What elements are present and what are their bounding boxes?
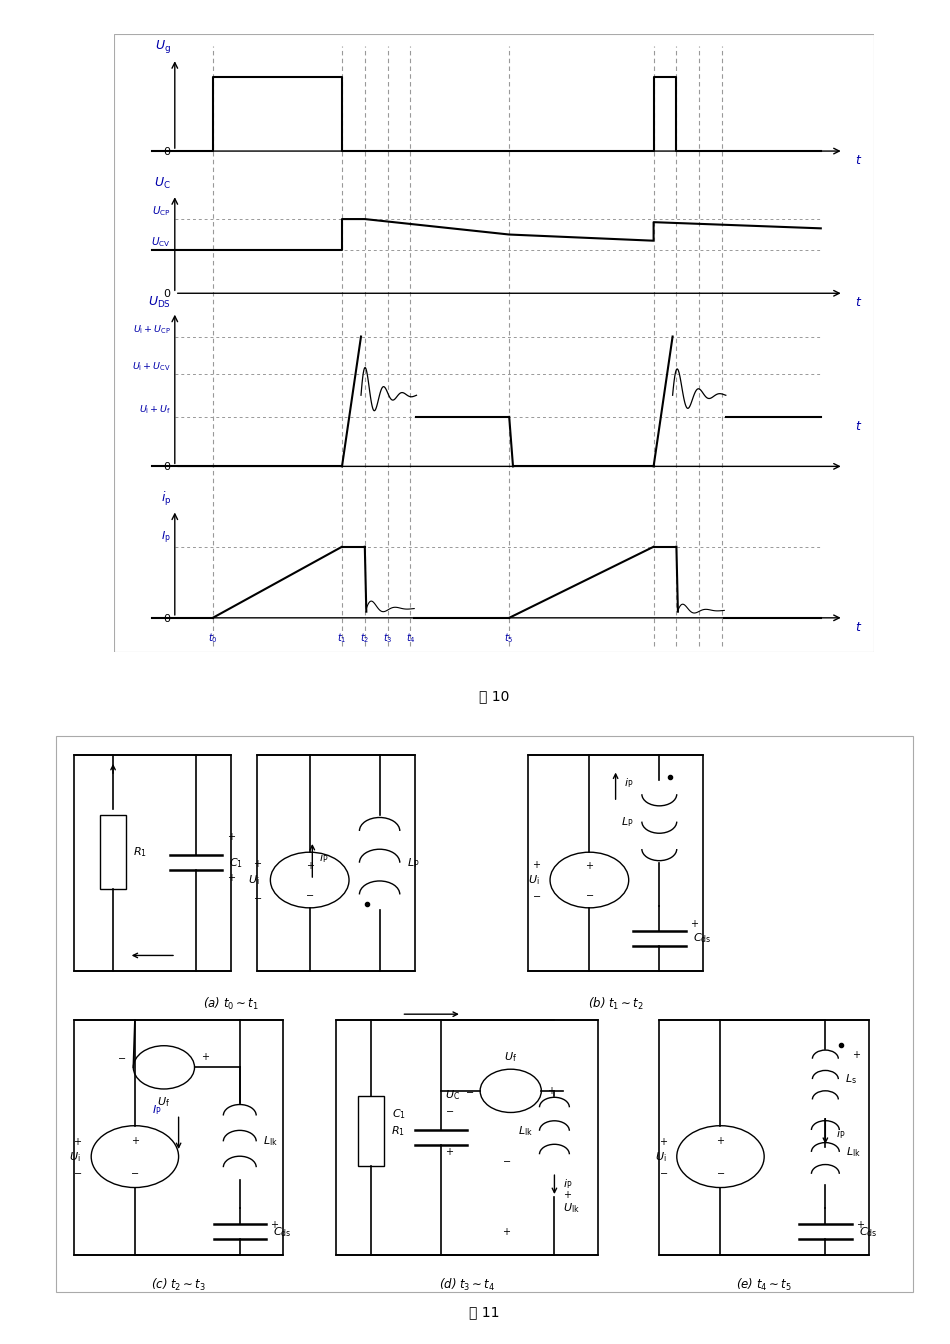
Bar [100, 814, 126, 888]
Text: $I_\mathrm{p}$: $I_\mathrm{p}$ [162, 530, 171, 546]
Text: $-$: $-$ [532, 891, 541, 900]
Text: $t_5$: $t_5$ [504, 632, 514, 645]
Text: $+$: $+$ [253, 857, 261, 868]
Bar [74, 1020, 283, 1255]
Text: $C_1$: $C_1$ [391, 1107, 406, 1121]
Text: $U_\mathrm{C}$: $U_\mathrm{C}$ [154, 176, 171, 191]
Text: $t$: $t$ [855, 296, 863, 309]
Text: $U_\mathrm{i}$: $U_\mathrm{i}$ [69, 1149, 81, 1164]
Text: $U_\mathrm{f}$: $U_\mathrm{f}$ [158, 1095, 170, 1109]
Text: (d) $t_3{\sim}t_4$: (d) $t_3{\sim}t_4$ [439, 1277, 495, 1293]
Text: $L_\mathrm{lk}$: $L_\mathrm{lk}$ [263, 1134, 278, 1148]
Text: $C_\mathrm{ds}$: $C_\mathrm{ds}$ [693, 931, 711, 945]
Text: $R_1$: $R_1$ [391, 1124, 405, 1137]
Bar [257, 754, 414, 970]
Text: $+$: $+$ [532, 859, 541, 870]
Text: $-$: $-$ [117, 1051, 126, 1062]
Text: $L_\mathrm{lk}$: $L_\mathrm{lk}$ [518, 1124, 533, 1137]
Text: $U_\mathrm{lk}$: $U_\mathrm{lk}$ [563, 1202, 580, 1215]
Text: $U_\mathrm{i}+U_\mathrm{CV}$: $U_\mathrm{i}+U_\mathrm{CV}$ [132, 360, 171, 374]
Text: $+$: $+$ [446, 1146, 454, 1157]
Text: $+$: $+$ [547, 1086, 557, 1097]
Text: $C_\mathrm{ds}$: $C_\mathrm{ds}$ [859, 1224, 877, 1239]
Text: $+$: $+$ [227, 831, 236, 843]
Text: $R_1$: $R_1$ [133, 845, 147, 859]
Text: $U_\mathrm{CV}$: $U_\mathrm{CV}$ [151, 235, 171, 249]
Text: $-$: $-$ [130, 1167, 140, 1177]
Text: (e) $t_4{\sim}t_5$: (e) $t_4{\sim}t_5$ [736, 1277, 792, 1293]
Text: $t$: $t$ [855, 621, 863, 634]
Text: $i_\mathrm{P}$: $i_\mathrm{P}$ [624, 775, 634, 789]
Text: $+$: $+$ [502, 1226, 511, 1238]
Text: $-$: $-$ [465, 1086, 474, 1095]
Text: $U_\mathrm{f}$: $U_\mathrm{f}$ [504, 1051, 517, 1064]
Text: $t_1$: $t_1$ [337, 632, 347, 645]
Text: $U_\mathrm{i}$: $U_\mathrm{i}$ [248, 874, 260, 887]
Text: $0$: $0$ [162, 612, 171, 624]
Text: +: + [131, 1136, 139, 1146]
Text: $C_1$: $C_1$ [229, 856, 243, 870]
Text: $+$: $+$ [227, 872, 236, 883]
Text: $U_\mathrm{C}$: $U_\mathrm{C}$ [446, 1089, 460, 1102]
Text: $+$: $+$ [271, 1219, 279, 1230]
Text: +: + [716, 1136, 725, 1146]
Text: $t$: $t$ [855, 155, 863, 167]
Text: $I_\mathrm{P}$: $I_\mathrm{P}$ [152, 1102, 162, 1117]
Text: $U_\mathrm{i}+U_\mathrm{f}$: $U_\mathrm{i}+U_\mathrm{f}$ [139, 403, 171, 417]
Text: $+$: $+$ [856, 1219, 865, 1230]
Text: $0$: $0$ [162, 145, 171, 157]
Text: 图 11: 图 11 [469, 1305, 500, 1318]
Text: +: + [585, 862, 594, 871]
Text: $-$: $-$ [73, 1167, 83, 1177]
Text: $t$: $t$ [855, 419, 863, 433]
Text: (a) $t_0{\sim}t_1$: (a) $t_0{\sim}t_1$ [203, 996, 259, 1012]
Text: $t_4$: $t_4$ [406, 632, 415, 645]
Text: $L_\mathrm{lk}$: $L_\mathrm{lk}$ [846, 1145, 862, 1159]
Text: $+$: $+$ [690, 918, 699, 929]
Text: $t_2$: $t_2$ [360, 632, 370, 645]
Text: $U_\mathrm{DS}$: $U_\mathrm{DS}$ [148, 294, 171, 310]
Text: $L_\mathrm{s}$: $L_\mathrm{s}$ [846, 1073, 857, 1086]
Text: (b) $t_1{\sim}t_2$: (b) $t_1{\sim}t_2$ [588, 996, 643, 1012]
Text: $U_\mathrm{i}$: $U_\mathrm{i}$ [655, 1149, 666, 1164]
Text: $0$: $0$ [162, 288, 171, 300]
Text: $+$: $+$ [659, 1136, 668, 1146]
Bar [528, 754, 703, 970]
Text: $i_\mathrm{P}$: $i_\mathrm{P}$ [836, 1128, 846, 1141]
Text: $+$: $+$ [201, 1051, 211, 1062]
Text: $-$: $-$ [716, 1167, 725, 1177]
Text: $-$: $-$ [305, 888, 314, 899]
Bar [336, 1020, 598, 1255]
Text: $-$: $-$ [446, 1105, 454, 1114]
Text: $t_3$: $t_3$ [383, 632, 392, 645]
Text: (c) $t_2{\sim}t_3$: (c) $t_2{\sim}t_3$ [151, 1277, 206, 1293]
Text: $L_\mathrm{P}$: $L_\mathrm{P}$ [407, 856, 419, 870]
Text: 图 10: 图 10 [479, 689, 509, 703]
Text: $i_\mathrm{P}$: $i_\mathrm{P}$ [319, 852, 329, 866]
Bar [358, 1095, 384, 1167]
Text: $-$: $-$ [659, 1167, 668, 1177]
Text: $-$: $-$ [502, 1154, 511, 1165]
Text: +: + [306, 862, 314, 871]
Bar [74, 754, 231, 970]
Bar [659, 1020, 869, 1255]
Text: $i_\mathrm{p}$: $i_\mathrm{p}$ [161, 489, 171, 508]
Text: $C_\mathrm{ds}$: $C_\mathrm{ds}$ [273, 1224, 292, 1239]
Text: $-$: $-$ [585, 888, 594, 899]
Text: $+$: $+$ [73, 1136, 83, 1146]
Text: $-$: $-$ [253, 891, 261, 902]
Text: $U_\mathrm{i}+U_\mathrm{CP}$: $U_\mathrm{i}+U_\mathrm{CP}$ [133, 324, 171, 336]
Text: $U_\mathrm{i}$: $U_\mathrm{i}$ [528, 874, 540, 887]
Text: $+$: $+$ [851, 1050, 861, 1060]
Text: $0$: $0$ [162, 461, 171, 472]
Text: $U_\mathrm{f}$: $U_\mathrm{f}$ [170, 1107, 182, 1121]
Text: $t_0$: $t_0$ [208, 632, 218, 645]
Text: $+$: $+$ [563, 1188, 572, 1200]
Text: $U_\mathrm{g}$: $U_\mathrm{g}$ [155, 38, 171, 55]
Text: $L_\mathrm{P}$: $L_\mathrm{P}$ [620, 814, 633, 828]
Text: $i_\mathrm{P}$: $i_\mathrm{P}$ [563, 1177, 573, 1192]
Text: $U_\mathrm{CP}$: $U_\mathrm{CP}$ [152, 204, 171, 218]
